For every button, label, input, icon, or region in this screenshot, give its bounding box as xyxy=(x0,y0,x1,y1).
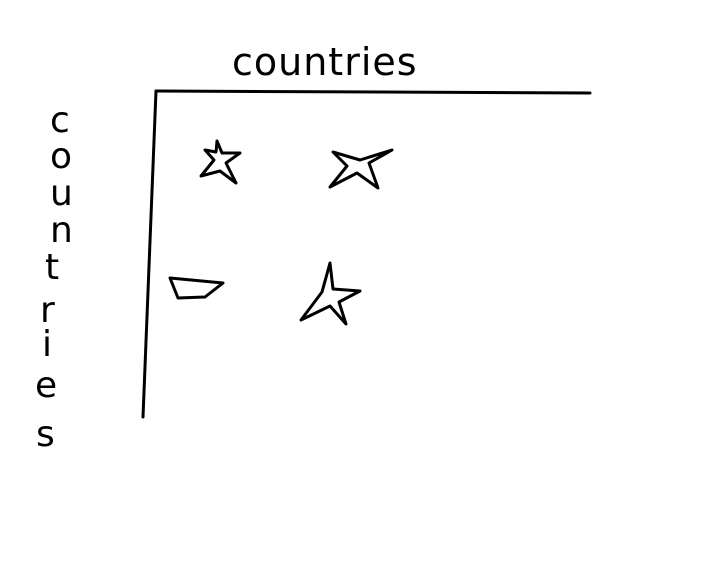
side-axis-letter: o xyxy=(50,136,72,177)
left-axis-line xyxy=(141,89,158,419)
side-axis-letter: e xyxy=(35,365,57,406)
side-axis-letter: t xyxy=(45,247,59,288)
star-icon xyxy=(299,261,362,326)
side-axis-letter: u xyxy=(50,173,73,214)
top-axis-line xyxy=(154,89,592,95)
side-axis-letter: i xyxy=(42,324,52,365)
star-icon xyxy=(199,139,242,185)
side-axis-letter: n xyxy=(50,210,73,251)
star-icon xyxy=(328,148,394,190)
side-axis-letter: s xyxy=(36,414,55,455)
top-axis-label: countries xyxy=(232,40,418,84)
side-axis-label: c o u n t r i e s xyxy=(35,100,73,455)
trapezoid-icon xyxy=(168,276,225,300)
side-axis-letter: c xyxy=(50,100,70,141)
side-axis-letter: r xyxy=(40,290,55,331)
